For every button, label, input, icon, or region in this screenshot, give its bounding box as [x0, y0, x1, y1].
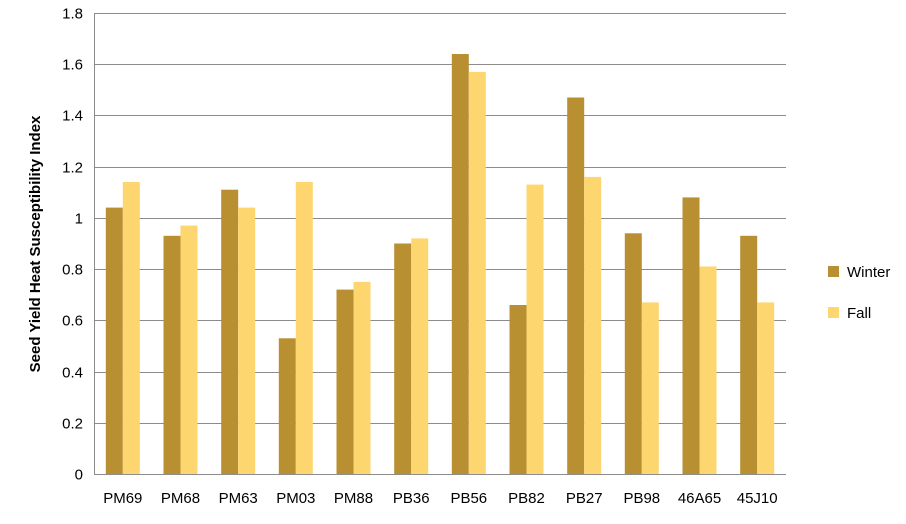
- x-tick-label: PM88: [334, 490, 373, 507]
- x-tick-label: PB27: [566, 490, 603, 507]
- x-tick-label: 46A65: [678, 490, 721, 507]
- x-tick-label: 45J10: [737, 490, 778, 507]
- x-tick-label: PB36: [393, 490, 430, 507]
- y-tick-label: 0.8: [62, 262, 83, 279]
- bar-fall-pm63: [238, 207, 256, 474]
- bar-fall-pb56: [468, 71, 486, 475]
- bar-winter-pm69: [105, 207, 123, 474]
- bar-winter-pb82: [509, 305, 527, 474]
- bar-winter-pm68: [163, 235, 181, 474]
- y-tick-label: 0.2: [62, 416, 83, 433]
- bar-fall-pm88: [353, 281, 371, 474]
- legend: Winter Fall: [828, 264, 890, 322]
- y-tick-label: 1: [75, 211, 83, 228]
- bar-fall-pb36: [411, 238, 429, 474]
- bar-fall-pm69: [122, 182, 140, 474]
- bar-fall-pm68: [180, 225, 198, 474]
- bars: [105, 54, 775, 475]
- y-axis-label: Seed Yield Heat Susceptibility Index: [27, 115, 44, 372]
- bar-fall-pb98: [641, 302, 659, 474]
- x-tick-label: PM03: [276, 490, 315, 507]
- legend-label-fall: Fall: [847, 305, 871, 322]
- x-tick-label: PM69: [103, 490, 142, 507]
- y-tick-label: 1.8: [62, 6, 83, 23]
- bar-fall-45j10: [757, 302, 775, 474]
- x-tick-label: PB98: [623, 490, 660, 507]
- bar-fall-pb82: [526, 184, 544, 474]
- y-tick-label: 0: [75, 467, 83, 484]
- bar-winter-pm63: [221, 189, 239, 474]
- y-tick-label: 1.2: [62, 160, 83, 177]
- y-tick-label: 0.6: [62, 313, 83, 330]
- legend-swatch-fall: [828, 307, 839, 318]
- x-tick-label: PB56: [450, 490, 487, 507]
- bar-winter-pb27: [567, 97, 585, 474]
- bar-fall-pb27: [584, 176, 602, 474]
- bar-winter-46a65: [682, 197, 700, 474]
- bar-winter-pm03: [278, 338, 296, 474]
- bar-winter-pb98: [624, 233, 642, 474]
- x-tick-label: PB82: [508, 490, 545, 507]
- bar-fall-pm03: [295, 182, 313, 474]
- axes: 0 0.2 0.4 0.6 0.8 1 1.2 1.4 1.6 1.8 PM69 PM68 PM63 PM…: [62, 6, 786, 507]
- gridlines: [94, 13, 786, 475]
- y-tick-label: 0.4: [62, 365, 83, 382]
- y-tick-label: 1.4: [62, 108, 83, 125]
- bar-winter-pb36: [394, 243, 412, 474]
- bar-fall-46a65: [699, 266, 717, 474]
- x-tick-label: PM63: [219, 490, 258, 507]
- bar-winter-45j10: [740, 235, 758, 474]
- y-tick-label: 1.6: [62, 57, 83, 74]
- bar-winter-pm88: [336, 289, 354, 474]
- legend-swatch-winter: [828, 266, 839, 277]
- x-tick-label: PM68: [161, 490, 200, 507]
- legend-label-winter: Winter: [847, 264, 890, 281]
- bar-winter-pb56: [451, 54, 469, 474]
